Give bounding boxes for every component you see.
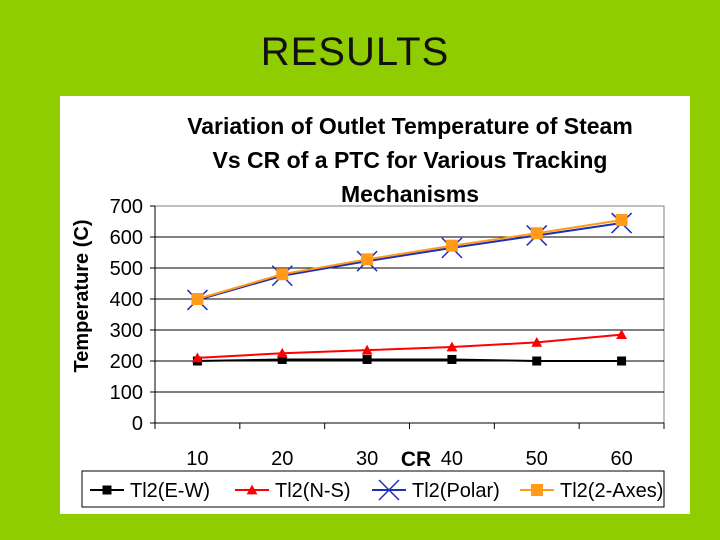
legend-label-4: Tl2(2-Axes) — [560, 480, 663, 502]
y-tick-label: 400 — [110, 289, 143, 311]
series-1-point — [532, 356, 542, 366]
legend-marker-1 — [102, 485, 112, 495]
x-axis-label: CR — [401, 448, 431, 471]
line-chart: Variation of Outlet Temperature of Steam… — [71, 113, 665, 508]
series-2-point — [446, 341, 458, 352]
legend-label-1: Tl2(E-W) — [130, 480, 210, 502]
x-tick-label: 60 — [610, 448, 632, 470]
series-line-2 — [197, 333, 622, 359]
series-2-point — [616, 329, 627, 339]
series-1-point — [617, 356, 627, 366]
chart-title-line-2: Vs CR of a PTC for Various Tracking — [213, 147, 608, 173]
series-2-point — [531, 337, 543, 347]
chart-title-line-1: Variation of Outlet Temperature of Steam — [187, 113, 633, 139]
series-4-point — [361, 253, 374, 266]
series-line-3 — [197, 222, 622, 301]
y-axis-label: Temperature (C) — [71, 220, 93, 373]
series-1-point — [447, 354, 457, 364]
series-2-point — [192, 352, 203, 363]
y-tick-label: 500 — [110, 258, 143, 280]
legend-marker-2 — [246, 484, 258, 495]
series-4-point — [191, 293, 204, 305]
y-tick-label: 0 — [132, 413, 143, 435]
plot-area — [154, 205, 665, 424]
series-4-point — [615, 213, 628, 226]
series-line-4 — [197, 218, 622, 300]
x-tick-label: 50 — [526, 448, 548, 470]
series-2-point — [361, 344, 373, 355]
series-2-point — [276, 347, 288, 358]
chart-panel: Variation of Outlet Temperature of Steam… — [60, 96, 690, 514]
chart-title-line-3: Mechanisms — [341, 181, 479, 207]
x-tick-label: 40 — [441, 448, 463, 470]
y-tick-label: 300 — [110, 320, 143, 342]
series-4-point — [530, 227, 543, 240]
legend-label-2: Tl2(N-S) — [275, 480, 351, 502]
y-tick-label: 200 — [110, 351, 143, 373]
y-tick-label: 100 — [110, 382, 143, 404]
series-4-point — [445, 239, 458, 252]
series-line-1 — [197, 358, 622, 362]
legend-marker-3 — [378, 479, 400, 501]
slide-title: RESULTS — [260, 30, 450, 74]
series-1-point — [277, 354, 287, 364]
legend-marker-4 — [531, 484, 543, 496]
legend-label-3: Tl2(Polar) — [412, 480, 500, 502]
y-tick-label: 600 — [110, 227, 143, 249]
x-tick-label: 10 — [186, 448, 208, 470]
y-tick-label: 700 — [110, 196, 143, 218]
x-tick-label: 20 — [271, 448, 293, 470]
x-tick-label: 30 — [356, 448, 378, 470]
series-4-point — [276, 268, 289, 281]
series-1-point — [362, 354, 372, 364]
